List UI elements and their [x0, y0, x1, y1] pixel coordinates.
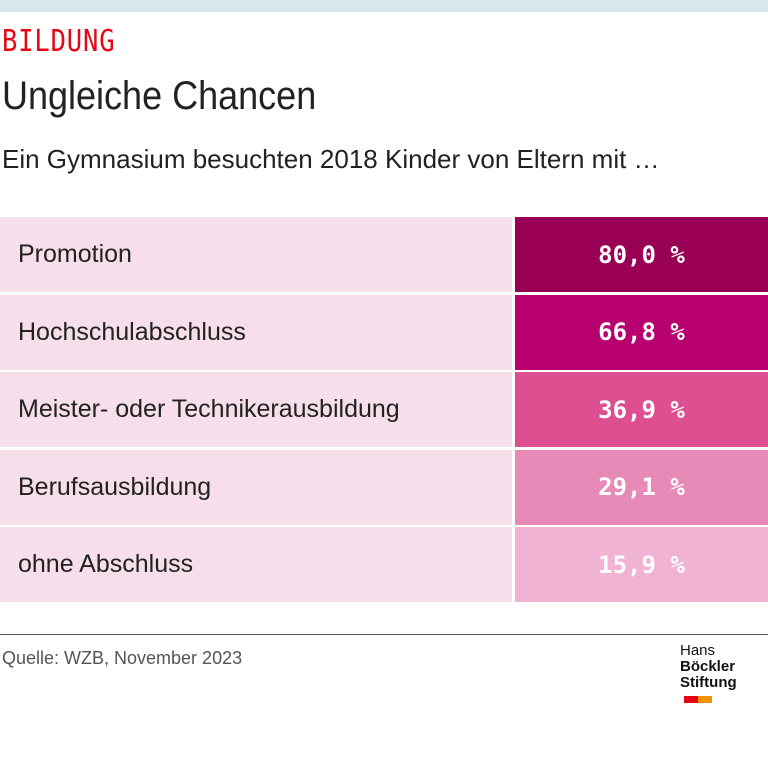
logo: Hans Böckler Stiftung — [680, 643, 768, 707]
divider — [0, 634, 768, 635]
table-row: Berufsausbildung 29,1 % — [0, 449, 768, 525]
row-value: 29,1 % — [515, 449, 768, 525]
row-label: Meister- oder Technikerausbildung — [0, 372, 512, 447]
subtitle: Ein Gymnasium besuchten 2018 Kinder von … — [2, 144, 660, 174]
row-value: 15,9 % — [515, 527, 768, 602]
row-label: Berufsausbildung — [0, 449, 512, 525]
row-label: Promotion — [0, 217, 512, 292]
table-row: Meister- oder Technikerausbildung 36,9 % — [0, 372, 768, 447]
row-value: 80,0 % — [515, 217, 768, 292]
top-accent-bar — [0, 0, 768, 12]
row-label: Hochschulabschluss — [0, 294, 512, 370]
row-value: 66,8 % — [515, 294, 768, 370]
logo-text-bold: Böckler — [680, 658, 736, 675]
logo-text: Hans — [680, 642, 716, 659]
data-table: Promotion 80,0 % Hochschulabschluss 66,8 % M… — [0, 217, 768, 605]
kicker: BILDUNG — [2, 24, 116, 59]
row-value: 36,9 % — [515, 372, 768, 447]
logo-bars-icon — [684, 691, 712, 707]
row-label: ohne Abschluss — [0, 527, 512, 602]
logo-text-bold: Stiftung — [680, 674, 737, 691]
table-row: Promotion 80,0 % — [0, 217, 768, 292]
table-row: Hochschulabschluss 66,8 % — [0, 294, 768, 370]
page-title: Ungleiche Chancen — [2, 74, 317, 118]
table-row: ohne Abschluss 15,9 % — [0, 527, 768, 602]
source-note: Quelle: WZB, November 2023 — [2, 648, 243, 668]
